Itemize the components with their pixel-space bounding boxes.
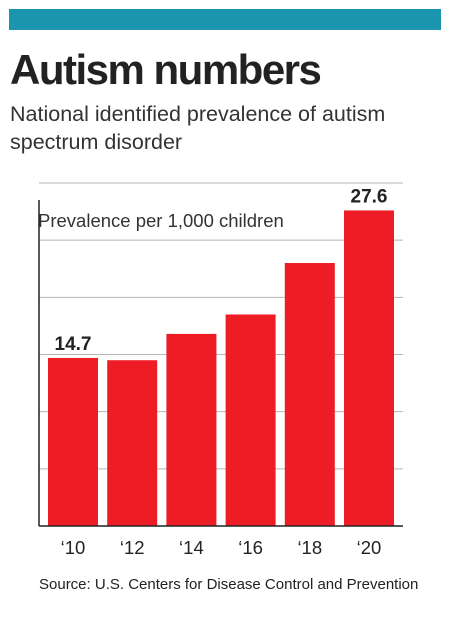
data-label: 14.7	[55, 334, 92, 355]
data-labels: 14.7 27.6	[55, 186, 388, 354]
x-tick-label: ‘20	[357, 537, 382, 558]
x-tick-labels: ‘10 ‘12 ‘14 ‘16 ‘18 ‘20	[61, 537, 382, 558]
bar-4	[225, 314, 276, 526]
bar-2	[107, 360, 158, 526]
data-label: 27.6	[351, 186, 388, 207]
bar-1	[48, 357, 98, 526]
x-tick-label: ‘12	[120, 537, 145, 558]
bar-5	[284, 263, 335, 526]
bars	[48, 210, 394, 526]
gridlines	[39, 182, 403, 470]
bar-6	[344, 210, 394, 526]
x-tick-label: ‘16	[238, 537, 263, 558]
chart-title: Autism numbers	[10, 46, 322, 93]
x-tick-label: ‘14	[179, 537, 204, 558]
x-tick-label: ‘18	[297, 537, 322, 558]
y-axis-label: Prevalence per 1,000 children	[38, 210, 284, 231]
header-accent-bar	[9, 9, 441, 30]
x-tick-label: ‘10	[61, 537, 86, 558]
source-note: Source: U.S. Centers for Disease Control…	[39, 576, 419, 593]
bar-3	[166, 333, 217, 526]
chart-subtitle: National identified prevalence of autism…	[10, 102, 386, 154]
